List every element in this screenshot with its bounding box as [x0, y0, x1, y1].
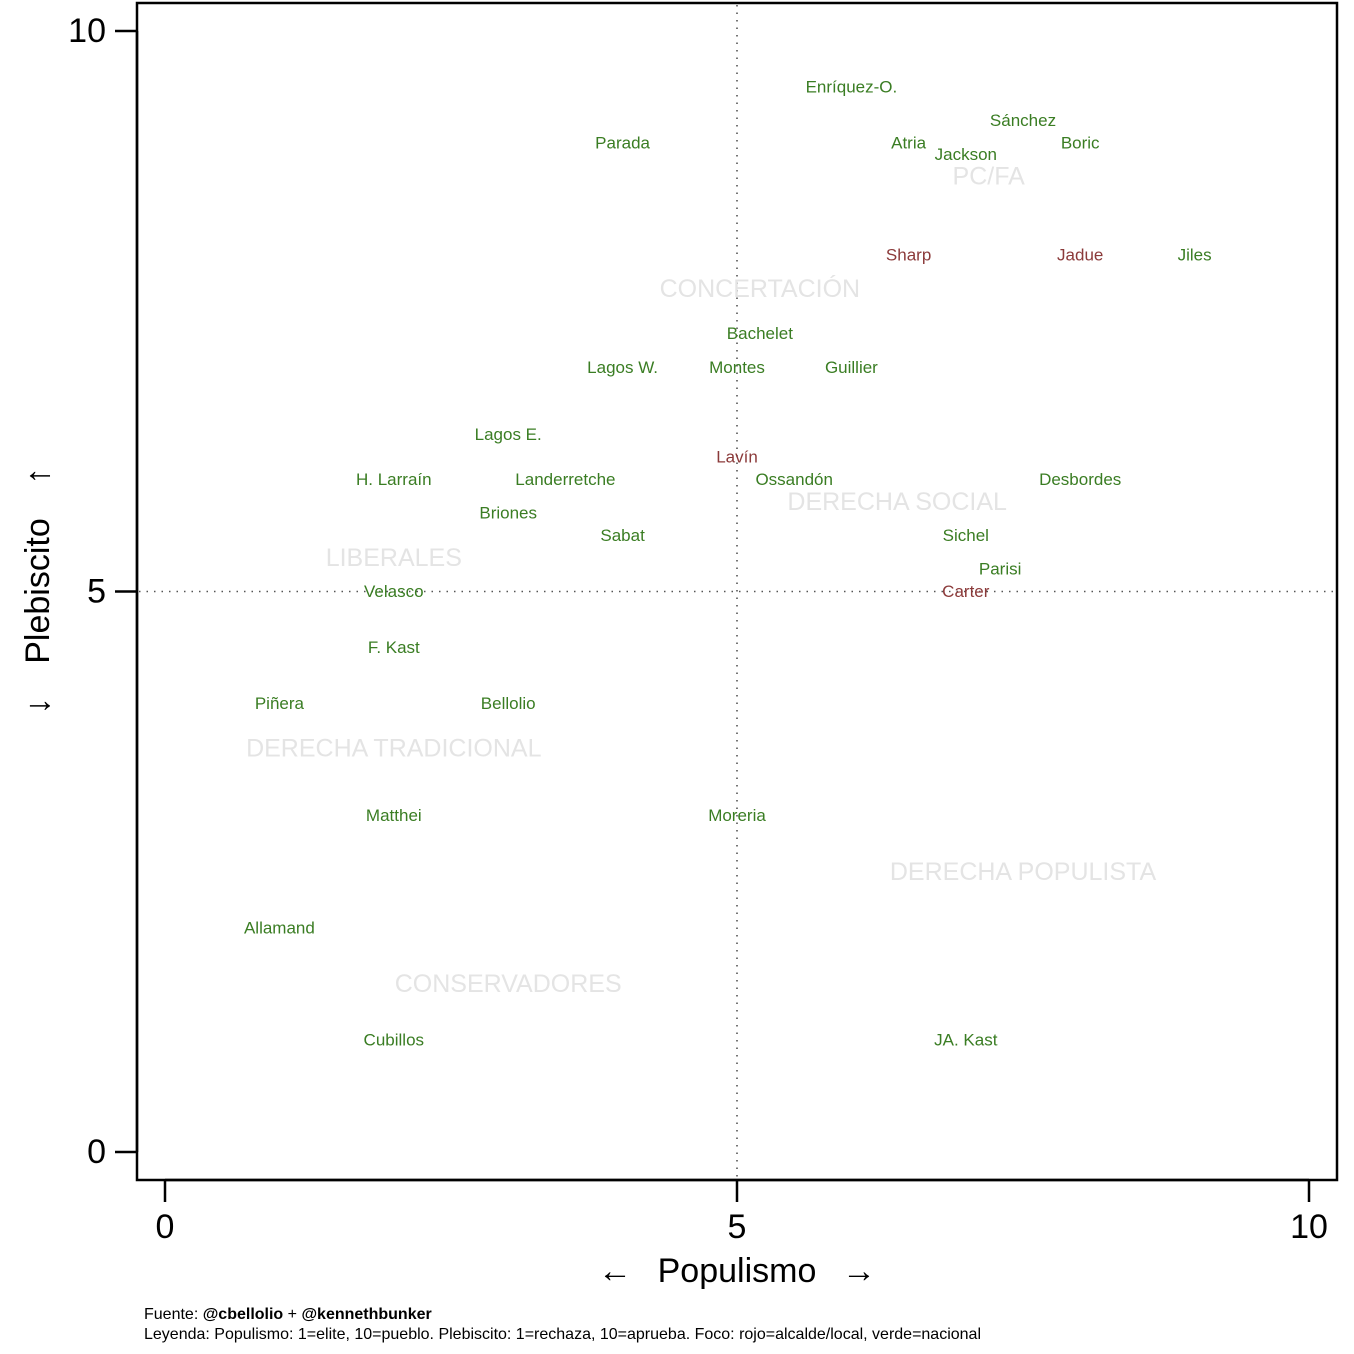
- y-arrow-down: ↓: [19, 698, 57, 715]
- y-arrow-up: ↑: [19, 468, 57, 485]
- x-arrow-left: ←: [598, 1252, 632, 1290]
- group-label: CONSERVADORES: [395, 970, 622, 998]
- point-label: Parisi: [979, 560, 1022, 579]
- x-arrow-right: →: [842, 1252, 876, 1290]
- x-tick-label: 5: [728, 1208, 747, 1246]
- point-label: F. Kast: [368, 638, 420, 657]
- x-tick-label: 0: [156, 1208, 175, 1246]
- point-label: Sánchez: [990, 111, 1056, 130]
- point-label: Parada: [595, 134, 650, 153]
- point-label: Sichel: [943, 526, 989, 545]
- point-label: Velasco: [364, 582, 424, 601]
- point-label: Moreria: [708, 806, 766, 825]
- point-label: Ossandón: [755, 470, 833, 489]
- y-tick-label: 10: [68, 12, 106, 50]
- point-label: Bellolio: [481, 694, 536, 713]
- footer-author-1: @cbellolio: [202, 1306, 284, 1323]
- group-label: DERECHA SOCIAL: [787, 488, 1007, 516]
- x-axis-title: Populismo: [658, 1252, 817, 1290]
- footer-author-2: @kennethbunker: [301, 1306, 432, 1323]
- group-label: PC/FA: [953, 163, 1026, 191]
- group-label: CONCERTACIÓN: [660, 274, 860, 303]
- footer-source-prefix: Fuente:: [144, 1306, 203, 1323]
- x-tick-label: 10: [1290, 1208, 1328, 1246]
- y-tick-label: 0: [87, 1133, 106, 1171]
- point-label: Sharp: [886, 246, 931, 265]
- point-label: Boric: [1061, 134, 1100, 153]
- point-label: Lagos W.: [587, 358, 658, 377]
- point-label: Allamand: [244, 918, 315, 937]
- group-labels: PC/FA CONCERTACIÓN DERECHA SOCIAL LIBERALES…: [246, 163, 1156, 998]
- point-label: Jadue: [1057, 246, 1103, 265]
- point-label: Piñera: [255, 694, 305, 713]
- footer-source: Fuente: @cbellolio + @kennethbunker: [144, 1306, 432, 1324]
- point-label: Cubillos: [364, 1030, 424, 1049]
- point-label: Montes: [709, 358, 765, 377]
- group-label: DERECHA TRADICIONAL: [246, 734, 542, 762]
- point-label: Jiles: [1178, 246, 1212, 265]
- group-label: DERECHA POPULISTA: [890, 858, 1157, 886]
- point-labels: Enríquez-O. Sánchez Parada Atria Boric Jackso…: [244, 78, 1212, 1050]
- footer-legend: Leyenda: Populismo: 1=elite, 10=pueblo. …: [144, 1326, 982, 1343]
- point-label: Atria: [891, 134, 927, 153]
- point-label: Lavín: [716, 447, 758, 466]
- point-label: Jackson: [935, 145, 997, 164]
- point-label: Sabat: [600, 526, 645, 545]
- axes: 0 5 10 0 5 10: [68, 12, 1328, 1246]
- point-label: Landerretche: [515, 470, 615, 489]
- point-label: Carter: [942, 582, 990, 601]
- point-label: Lagos E.: [475, 425, 542, 444]
- point-label: JA. Kast: [934, 1030, 998, 1049]
- footer-source-sep: +: [283, 1306, 302, 1323]
- point-label: Enríquez-O.: [806, 78, 898, 97]
- y-axis-title: Plebiscito: [19, 518, 57, 664]
- point-label: Matthei: [366, 806, 422, 825]
- scatter-chart: 0 5 10 0 5 10 PC/FA CONCERTACIÓN DERECHA SOCIAL…: [19, 1, 1339, 1290]
- point-label: Guillier: [825, 358, 878, 377]
- point-label: H. Larraín: [356, 470, 432, 489]
- group-label: LIBERALES: [326, 544, 462, 572]
- point-label: Desbordes: [1039, 470, 1121, 489]
- reference-lines: [139, 5, 1335, 1178]
- y-tick-label: 5: [87, 573, 106, 611]
- point-label: Briones: [479, 504, 537, 523]
- point-label: Bachelet: [727, 324, 793, 343]
